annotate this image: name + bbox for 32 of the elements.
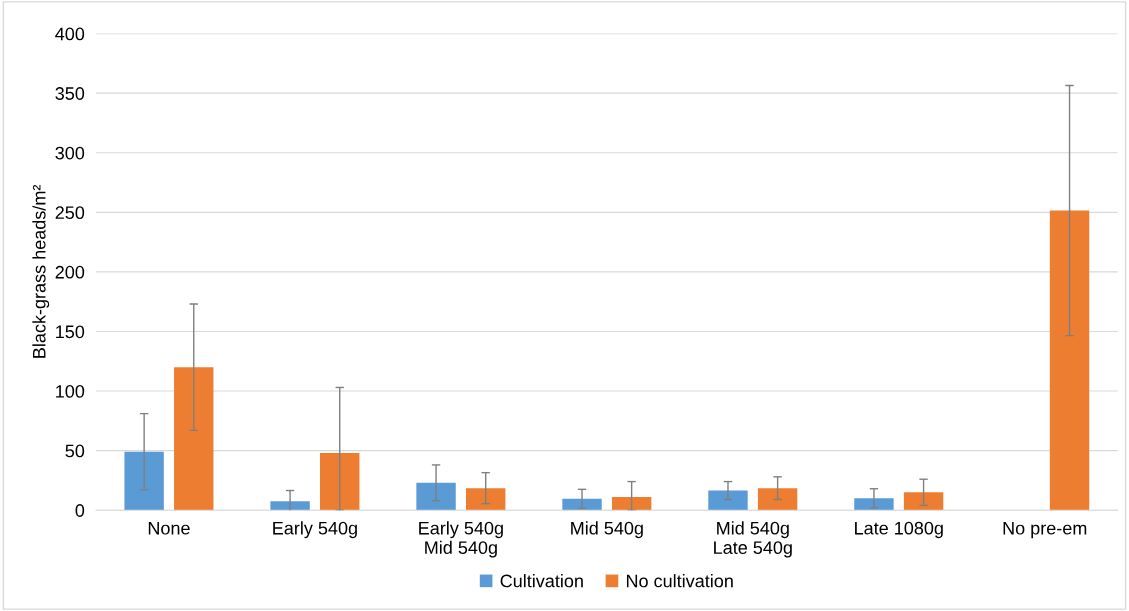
y-tick-label: 0 <box>75 504 85 517</box>
y-tick-label: 150 <box>56 325 85 339</box>
bar <box>757 488 798 511</box>
x-tick-label: Early 540g Mid 540g <box>419 521 503 558</box>
y-tick-label: 300 <box>55 146 85 160</box>
bar <box>465 488 506 511</box>
bar <box>416 482 456 511</box>
x-tick-label: No pre-em <box>1003 521 1087 539</box>
y-tick-label: 250 <box>55 206 85 220</box>
bar <box>1049 210 1090 511</box>
bar <box>174 367 214 511</box>
y-tick-label: 350 <box>55 87 85 100</box>
x-tick-label: None <box>148 521 190 535</box>
bar <box>611 497 652 511</box>
x-tick-label: Mid 540g Late 540g <box>714 521 792 558</box>
x-tick-label: Mid 540g <box>571 521 643 539</box>
bar <box>124 451 164 511</box>
y-tick-label: 200 <box>55 265 85 279</box>
x-tick-label: Early 540g <box>273 521 357 539</box>
legend-label: No cultivation <box>626 574 733 588</box>
y-tick-label: 400 <box>55 27 85 41</box>
x-tick-label: Late 1080g <box>855 521 943 539</box>
y-axis-title: Black-grass heads/m² <box>32 184 50 358</box>
bar <box>854 498 894 511</box>
legend-label: Cultivation <box>500 574 583 588</box>
bar <box>903 492 944 511</box>
bar <box>562 498 602 511</box>
bar <box>320 453 360 511</box>
bar <box>708 490 748 511</box>
y-tick-label: 100 <box>56 384 85 398</box>
y-tick-label: 50 <box>65 444 85 458</box>
bar <box>270 501 310 511</box>
